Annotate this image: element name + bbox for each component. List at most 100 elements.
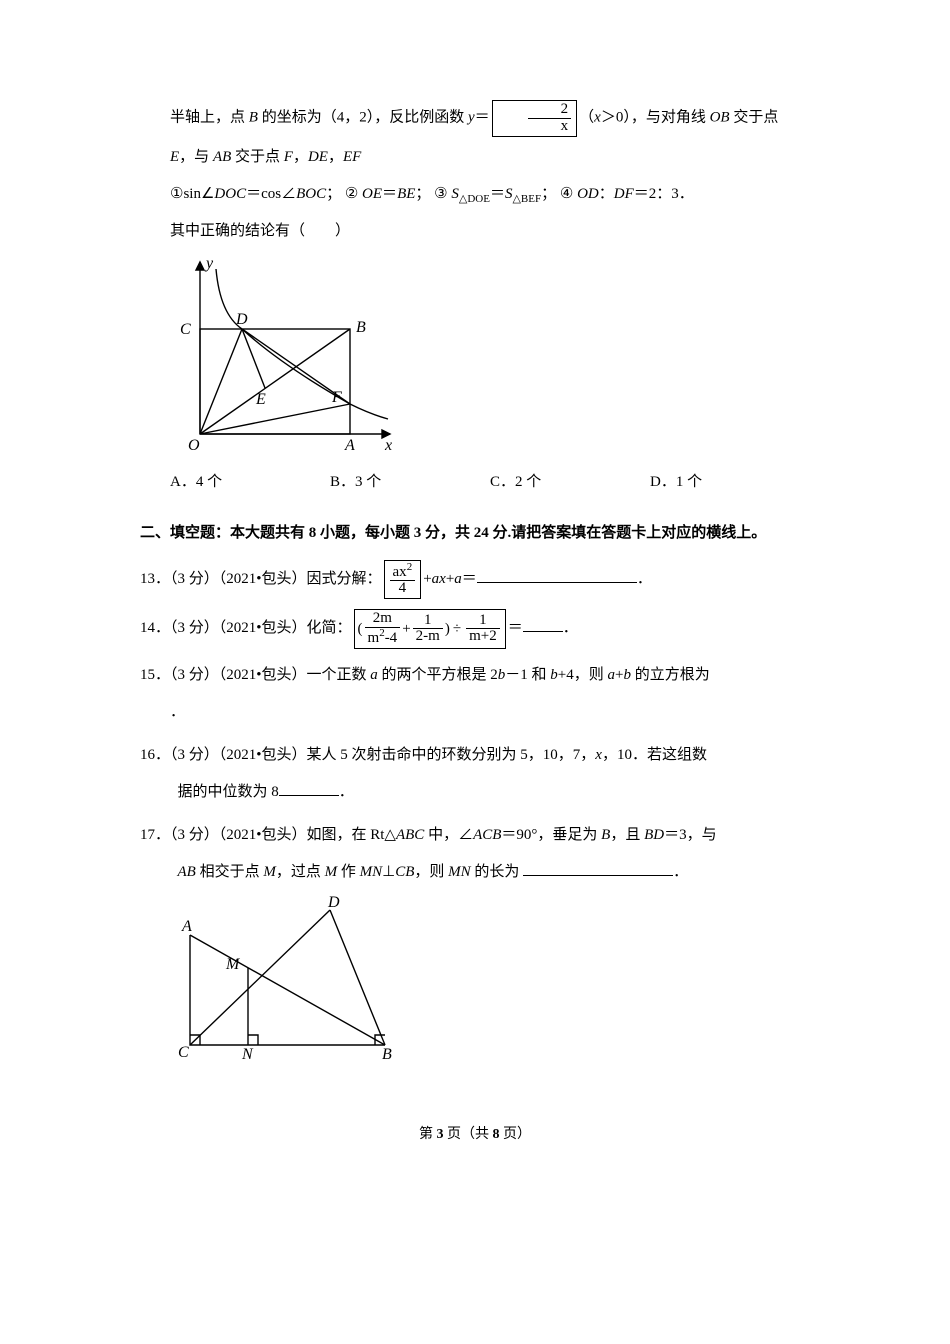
sub: △DOE (459, 193, 490, 205)
var-MN: MN (360, 864, 383, 880)
denominator: x (528, 119, 572, 135)
text: ＝2：3． (634, 186, 694, 202)
q13: 13．（3 分）（2021•包头）因式分解：ax24+ax+a＝． (140, 560, 810, 600)
numerator: ax2 (390, 562, 416, 582)
sub: △BEF (512, 193, 541, 205)
page-footer: 第 3 页（共 8 页） (140, 1120, 810, 1151)
label-F: F (331, 389, 342, 406)
var-x: x (594, 110, 601, 126)
text: ： (599, 186, 614, 202)
text: 15．（3 分）（2021•包头）一个正数 (140, 667, 370, 683)
text: ⊥ (382, 864, 395, 880)
q17-line2: AB 相交于点 M，过点 M 作 MN⊥CB，则 MN 的长为 ． (140, 856, 810, 889)
text: ＝ (475, 110, 490, 126)
text: 13．（3 分）（2021•包头）因式分解： (140, 571, 382, 587)
frac2: 12-m (413, 613, 443, 646)
q12-figure: y x C D B E F O A (170, 254, 810, 454)
var-M: M (263, 864, 276, 880)
blank (523, 859, 673, 876)
var-BD: BD (644, 827, 664, 843)
numerator: 1 (466, 613, 500, 630)
var-a: a (370, 667, 378, 683)
label-y: y (204, 255, 214, 272)
text: 14．（3 分）（2021•包头）化简： (140, 620, 352, 636)
numerator: 2m (365, 611, 401, 628)
label-C: C (178, 1044, 189, 1060)
sep: ； (541, 186, 556, 202)
S: S (451, 186, 459, 202)
lparen: ( (358, 621, 363, 638)
var-ax: ax (432, 571, 446, 587)
label-E: E (255, 391, 266, 408)
text: ＝3，与 (664, 827, 717, 843)
var-ABC: ABC (396, 827, 424, 843)
text: + (423, 571, 431, 587)
text: ＝ (382, 186, 397, 202)
text: ． (673, 864, 688, 880)
q15-end: ． (140, 696, 810, 729)
text: 16．（3 分）（2021•包头）某人 5 次射击命中的环数分别为 5，10，7… (140, 747, 595, 763)
text: 的两个平方根是 2 (378, 667, 498, 683)
denom: 2-m (413, 629, 443, 645)
var-F: F (284, 149, 293, 165)
text: 的立方根为 (631, 667, 710, 683)
var-EF: EF (343, 149, 361, 165)
text: ，且 (610, 827, 644, 843)
label-C: C (180, 321, 191, 338)
q12-line2: E，与 AB 交于点 F，DE，EF (140, 141, 810, 174)
label-O: O (188, 437, 200, 454)
cond1: ①sin∠ (170, 186, 214, 202)
fraction-box: 2x (492, 100, 578, 137)
text: 交于点 (730, 110, 779, 126)
numerator: 1 (413, 613, 443, 630)
frac3: 1m+2 (466, 613, 500, 646)
plus: + (402, 621, 410, 638)
text: ，则 (414, 864, 448, 880)
var-b: b (623, 667, 631, 683)
q15: 15．（3 分）（2021•包头）一个正数 a 的两个平方根是 2b－1 和 b… (140, 659, 810, 692)
text: +4，则 (558, 667, 608, 683)
text: ＝ (490, 186, 505, 202)
var-DF: DF (614, 186, 634, 202)
text: ＝ (508, 620, 523, 636)
text: ． (339, 784, 354, 800)
text: 据的中位数为 8 (178, 784, 279, 800)
option-D: D．1 个 (650, 466, 810, 499)
page-total: 8 (493, 1127, 500, 1142)
label-x: x (384, 437, 392, 454)
q14: 14．（3 分）（2021•包头）化简： ( 2mm2-4 + 12-m ) ÷… (140, 609, 810, 649)
text: －1 和 (505, 667, 550, 683)
text: 的长为 (471, 864, 524, 880)
text: ， (328, 149, 343, 165)
option-B: B．3 个 (330, 466, 490, 499)
var-AB: AB (213, 149, 231, 165)
var-MN: MN (448, 864, 471, 880)
text: 交于点 (231, 149, 284, 165)
q12-line1: 半轴上，点 B 的坐标为（4，2），反比例函数 y＝2x（x＞0），与对角线 O… (140, 100, 810, 137)
text: ，与 (179, 149, 213, 165)
text: ＝ (462, 571, 477, 587)
denominator: 4 (390, 581, 416, 597)
text: 半轴上，点 (170, 110, 249, 126)
q12-ask: 其中正确的结论有（ ） (140, 215, 810, 248)
blank (523, 616, 563, 633)
var-B: B (249, 110, 258, 126)
var-B: B (601, 827, 610, 843)
q12-options: A．4 个 B．3 个 C．2 个 D．1 个 (140, 466, 810, 499)
var-E: E (170, 149, 179, 165)
numerator: 2 (528, 102, 572, 119)
var-OE: OE (362, 186, 382, 202)
cond3: ③ (434, 186, 451, 202)
option-C: C．2 个 (490, 466, 650, 499)
label-B: B (382, 1046, 392, 1060)
text: ， (293, 149, 308, 165)
text: 的坐标为（4，2），反比例函数 (258, 110, 468, 126)
label-A: A (344, 437, 355, 454)
text: 作 (337, 864, 360, 880)
q16-line2: 据的中位数为 8 ． (140, 776, 810, 809)
var-ACB: ACB (473, 827, 501, 843)
text: ． (637, 571, 652, 587)
text: ＞0），与对角线 (601, 110, 710, 126)
div: ÷ (453, 621, 461, 638)
blank (279, 779, 339, 796)
